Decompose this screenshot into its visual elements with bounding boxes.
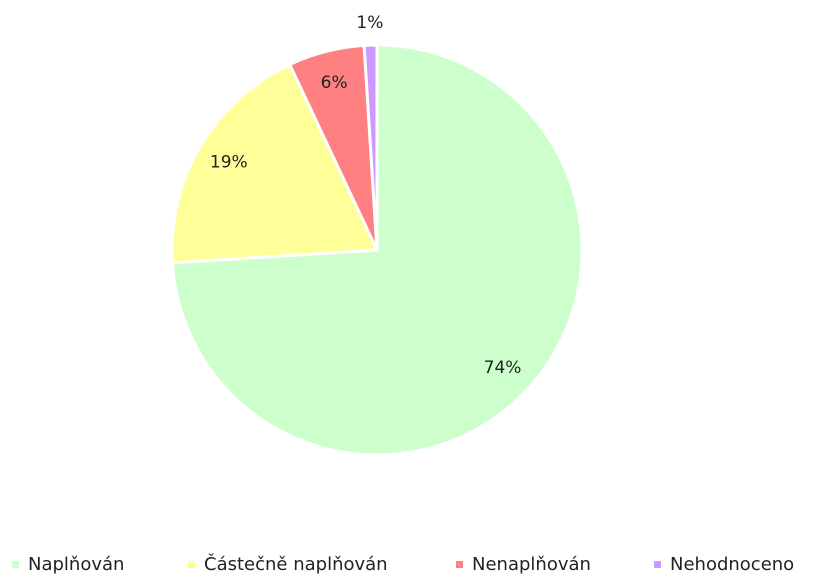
legend-marker	[654, 561, 661, 568]
data-label: 74%	[484, 358, 522, 378]
data-label: 6%	[321, 73, 348, 93]
legend-label: Naplňován	[28, 554, 124, 575]
data-label: 1%	[356, 13, 383, 33]
legend-label: Nenaplňován	[472, 554, 591, 575]
legend-marker	[188, 561, 195, 568]
pie-slice	[362, 43, 379, 251]
legend-marker	[12, 561, 19, 568]
legend-label: Nehodnoceno	[670, 554, 794, 575]
pie-slice	[170, 62, 380, 265]
data-label: 19%	[210, 152, 248, 172]
legend-label: Částečně naplňován	[204, 553, 388, 575]
legend-marker	[456, 561, 463, 568]
